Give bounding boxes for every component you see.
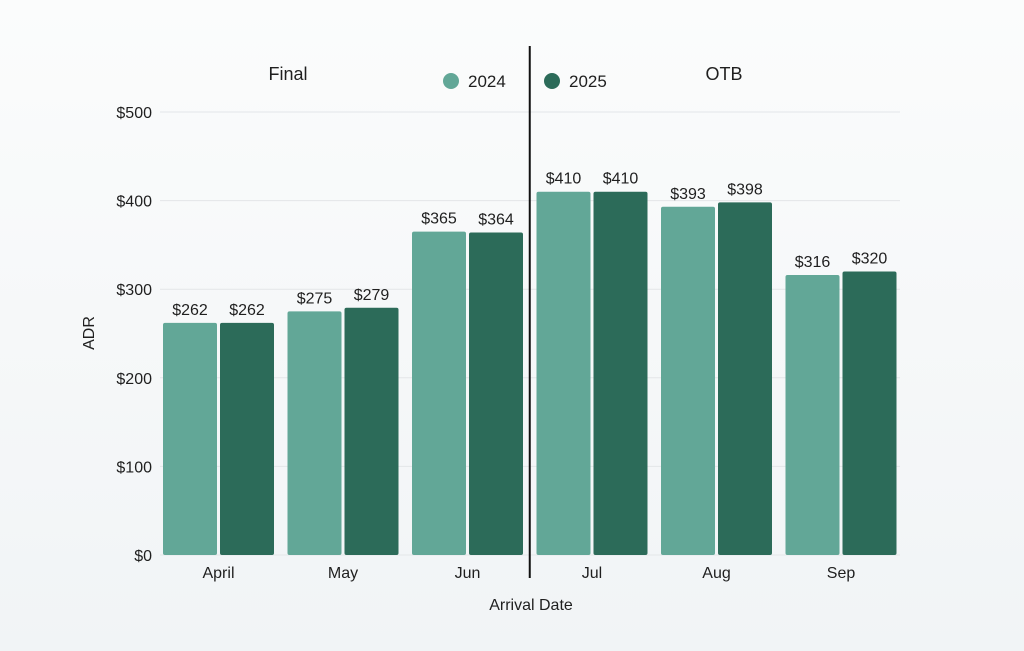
bar-2025-Jun bbox=[469, 232, 523, 555]
y-tick-label: $100 bbox=[116, 459, 152, 476]
bar-2025-April bbox=[220, 322, 274, 555]
bar-2025-May bbox=[344, 307, 399, 555]
legend-swatch-2024 bbox=[443, 73, 459, 89]
bar-2024-May bbox=[287, 311, 342, 555]
data-label: $262 bbox=[229, 302, 265, 319]
x-axis-ticks: April May Jun Jul Aug Sep bbox=[202, 565, 855, 582]
bar-2024-April bbox=[163, 322, 217, 555]
section-label-otb: OTB bbox=[705, 64, 742, 84]
data-label: $410 bbox=[603, 171, 639, 188]
data-labels: $262 $262 $275 $279 $365 $364 $410 $410 $393 $398… bbox=[172, 171, 887, 319]
y-tick-label: $400 bbox=[116, 194, 152, 211]
x-axis-title: Arrival Date bbox=[489, 597, 573, 614]
bar-2024-Jul bbox=[536, 191, 591, 556]
data-label: $365 bbox=[421, 211, 457, 228]
bar-2025-Sep bbox=[842, 271, 897, 555]
legend: 2024 2025 bbox=[443, 72, 607, 91]
data-label: $364 bbox=[478, 211, 514, 228]
x-tick-label: April bbox=[202, 565, 234, 582]
bar-2024-Sep bbox=[785, 275, 840, 555]
bar-2024-Aug bbox=[661, 206, 715, 555]
data-label: $316 bbox=[795, 254, 831, 271]
x-tick-label: Jul bbox=[582, 565, 602, 582]
data-label: $410 bbox=[546, 171, 582, 188]
data-label: $320 bbox=[852, 250, 888, 267]
y-tick-label: $300 bbox=[116, 282, 152, 299]
x-tick-label: May bbox=[328, 565, 358, 582]
bar-2024-Jun bbox=[412, 231, 466, 556]
bar-2025-Jul bbox=[593, 191, 648, 556]
x-tick-label: Jun bbox=[455, 565, 481, 582]
y-tick-label: $200 bbox=[116, 371, 152, 388]
legend-label-2024: 2024 bbox=[468, 72, 506, 91]
x-tick-label: Aug bbox=[702, 565, 730, 582]
data-label: $398 bbox=[727, 181, 763, 198]
y-axis-ticks: $0 $100 $200 $300 $400 $500 bbox=[116, 105, 152, 565]
legend-label-2025: 2025 bbox=[569, 72, 607, 91]
data-label: $393 bbox=[670, 186, 706, 203]
x-tick-label: Sep bbox=[827, 565, 856, 582]
data-label: $275 bbox=[297, 290, 333, 307]
legend-swatch-2025 bbox=[544, 73, 560, 89]
section-label-final: Final bbox=[268, 64, 307, 84]
y-tick-label: $500 bbox=[116, 105, 152, 122]
y-axis-title: ADR bbox=[81, 316, 98, 350]
y-tick-label: $0 bbox=[134, 548, 152, 565]
data-label: $279 bbox=[354, 287, 390, 304]
data-label: $262 bbox=[172, 302, 208, 319]
bars bbox=[163, 191, 897, 556]
bar-2025-Aug bbox=[718, 202, 772, 555]
